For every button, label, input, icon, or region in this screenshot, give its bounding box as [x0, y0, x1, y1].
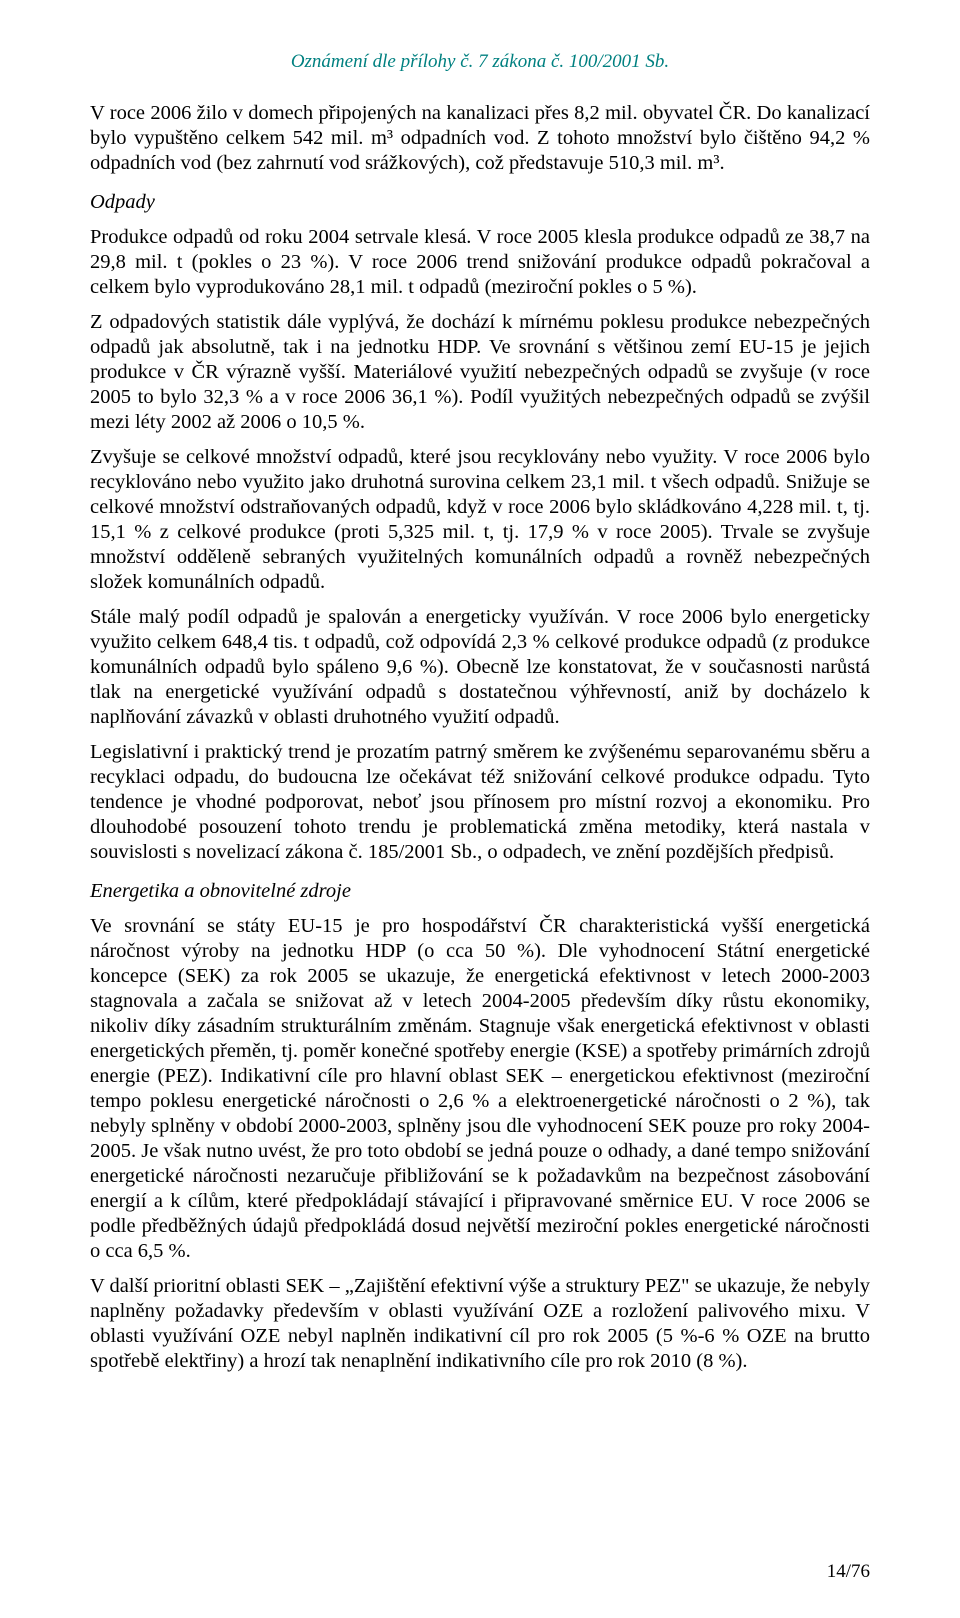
paragraph: Z odpadových statistik dále vyplývá, že …: [90, 310, 870, 435]
paragraph: Ve srovnání se státy EU-15 je pro hospod…: [90, 914, 870, 1264]
paragraph: Zvyšuje se celkové množství odpadů, kter…: [90, 445, 870, 595]
page-number: 14/76: [827, 1560, 870, 1583]
section-heading-odpady: Odpady: [90, 190, 870, 215]
paragraph: Produkce odpadů od roku 2004 setrvale kl…: [90, 225, 870, 300]
paragraph: Stále malý podíl odpadů je spalován a en…: [90, 605, 870, 730]
section-heading-energetika: Energetika a obnovitelné zdroje: [90, 879, 870, 904]
paragraph: Legislativní i praktický trend je prozat…: [90, 740, 870, 865]
page-header: Oznámení dle přílohy č. 7 zákona č. 100/…: [90, 50, 870, 73]
paragraph: V roce 2006 žilo v domech připojených na…: [90, 101, 870, 176]
paragraph: V další prioritní oblasti SEK – „Zajiště…: [90, 1274, 870, 1374]
